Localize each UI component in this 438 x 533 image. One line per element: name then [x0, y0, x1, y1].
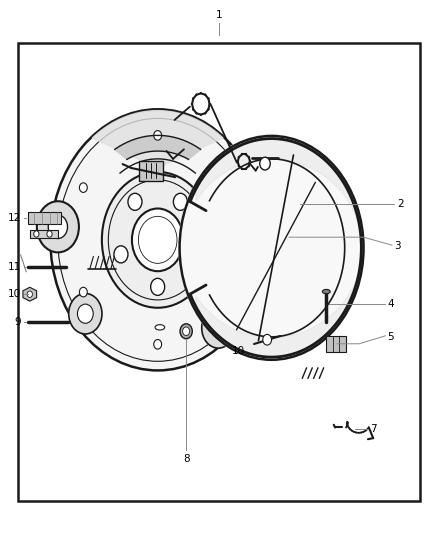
Circle shape	[128, 193, 142, 211]
Circle shape	[48, 215, 67, 239]
Polygon shape	[23, 287, 37, 301]
Circle shape	[102, 172, 213, 308]
Circle shape	[47, 231, 52, 237]
Circle shape	[114, 246, 128, 263]
Polygon shape	[115, 135, 201, 159]
Text: 11: 11	[8, 262, 21, 271]
Circle shape	[27, 291, 32, 297]
Polygon shape	[92, 110, 223, 168]
Circle shape	[263, 334, 272, 345]
Circle shape	[50, 109, 265, 370]
Bar	[28, 212, 61, 224]
Circle shape	[37, 201, 79, 253]
Text: 3: 3	[394, 241, 401, 251]
Circle shape	[178, 134, 365, 361]
Circle shape	[132, 208, 184, 271]
Circle shape	[260, 157, 270, 170]
Circle shape	[79, 183, 87, 192]
Text: 1: 1	[215, 10, 223, 20]
Bar	[18, 43, 420, 501]
Circle shape	[151, 278, 165, 295]
Text: 7: 7	[370, 424, 377, 434]
Text: 4: 4	[388, 299, 394, 309]
Circle shape	[34, 231, 39, 237]
Circle shape	[69, 294, 102, 334]
Text: 2: 2	[398, 199, 404, 208]
Circle shape	[211, 318, 226, 337]
Ellipse shape	[155, 325, 165, 330]
Ellipse shape	[322, 289, 330, 294]
Circle shape	[202, 308, 235, 348]
Circle shape	[154, 340, 162, 349]
Text: 10: 10	[8, 289, 21, 299]
Circle shape	[183, 327, 190, 336]
Text: 5: 5	[388, 332, 394, 342]
Circle shape	[228, 287, 236, 297]
Text: 10: 10	[232, 346, 245, 356]
Text: 8: 8	[183, 454, 190, 464]
Circle shape	[180, 324, 192, 339]
Circle shape	[79, 287, 87, 297]
Circle shape	[173, 193, 187, 211]
Circle shape	[154, 131, 162, 140]
Circle shape	[187, 246, 201, 263]
Circle shape	[78, 304, 93, 324]
Text: 9: 9	[14, 318, 21, 327]
Bar	[30, 230, 58, 238]
Bar	[139, 161, 163, 181]
Bar	[326, 336, 346, 352]
Circle shape	[228, 183, 236, 192]
Text: 12: 12	[8, 213, 21, 223]
